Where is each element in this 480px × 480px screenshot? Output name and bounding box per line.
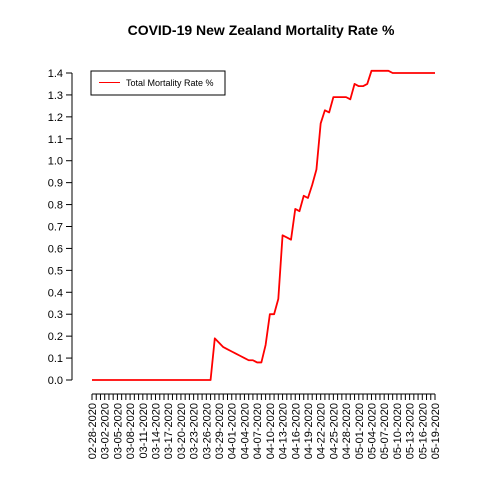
x-tick-label: 04-10-2020 <box>265 403 277 459</box>
y-tick-label: 1.3 <box>48 90 63 102</box>
y-tick-label: 0.9 <box>48 178 63 190</box>
x-tick-label: 04-22-2020 <box>316 403 328 459</box>
y-tick-label: 0.1 <box>48 353 63 365</box>
y-tick-label: 1.4 <box>48 68 63 80</box>
x-tick-label: 05-10-2020 <box>392 403 404 459</box>
y-tick-label: 0.5 <box>48 265 63 277</box>
y-tick-label: 0.3 <box>48 309 63 321</box>
y-axis: 0.0 0.1 0.2 0.3 0.4 0.5 0.6 0.7 0.8 0.9 1.0 1.1 1.2 1… <box>48 68 73 387</box>
x-tick-label: 05-01-2020 <box>354 403 366 459</box>
y-tick-label: 0.7 <box>48 222 63 234</box>
x-tick-label: 03-14-2020 <box>151 403 163 459</box>
legend: Total Mortality Rate % <box>90 70 226 96</box>
x-tick-label: 03-05-2020 <box>112 403 124 459</box>
y-tick-label: 0.2 <box>48 331 63 343</box>
x-tick-label: 03-08-2020 <box>125 403 137 459</box>
x-tick-label: 03-11-2020 <box>138 403 150 458</box>
x-tick-label: 04-19-2020 <box>303 403 315 459</box>
y-tick-label: 1.0 <box>48 156 63 168</box>
x-tick-label: 04-13-2020 <box>278 403 290 459</box>
x-tick-label: 03-02-2020 <box>100 403 112 459</box>
x-tick-label: 03-26-2020 <box>201 403 213 459</box>
series-line-total-mortality-rate <box>92 69 435 381</box>
x-tick-label: 04-16-2020 <box>290 403 302 459</box>
y-tick-label: 1.2 <box>48 112 63 124</box>
x-axis: 02-28-2020 03-02-2020 03-05-2020 03-08-2020… <box>87 393 442 459</box>
x-tick-label: 04-07-2020 <box>252 403 264 459</box>
x-tick-label: 04-01-2020 <box>227 403 239 459</box>
legend-label: Total Mortality Rate % <box>126 78 214 88</box>
y-tick-label: 0.0 <box>48 375 63 387</box>
y-tick-label: 0.4 <box>48 287 63 299</box>
x-tick-label: 05-19-2020 <box>430 403 442 459</box>
x-tick-label: 05-13-2020 <box>405 403 417 459</box>
x-tick-label: 02-28-2020 <box>87 403 99 459</box>
x-tick-label: 05-16-2020 <box>417 403 429 459</box>
x-tick-label: 04-25-2020 <box>328 403 340 459</box>
y-tick-label: 1.1 <box>48 134 63 146</box>
x-tick-label: 03-29-2020 <box>214 403 226 459</box>
x-tick-label: 03-17-2020 <box>163 403 175 459</box>
x-tick-label: 04-28-2020 <box>341 403 353 459</box>
y-tick-label: 0.8 <box>48 200 63 212</box>
x-tick-label: 03-23-2020 <box>189 403 201 459</box>
y-tick-label: 0.6 <box>48 243 63 255</box>
x-tick-label: 03-20-2020 <box>176 403 188 459</box>
x-tick-label: 05-07-2020 <box>379 403 391 459</box>
x-tick-label: 05-04-2020 <box>366 403 378 459</box>
series-layer <box>92 69 435 381</box>
x-tick-label: 04-04-2020 <box>239 403 251 459</box>
chart-title: COVID-19 New Zealand Mortality Rate % <box>128 22 395 38</box>
